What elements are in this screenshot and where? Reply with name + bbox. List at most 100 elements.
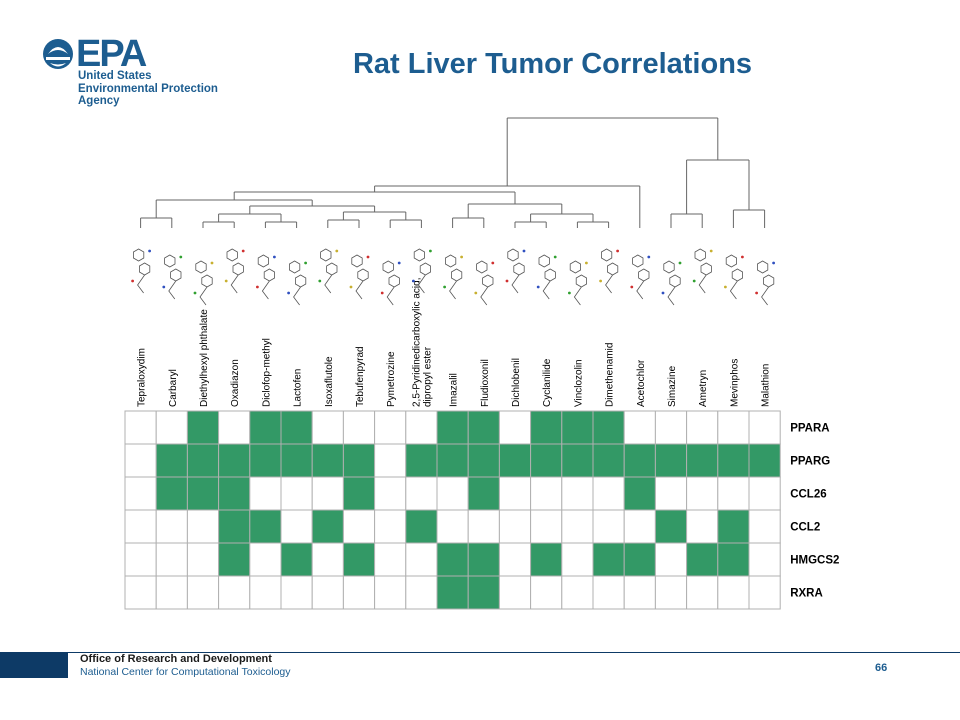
heatmap-cell bbox=[561, 575, 594, 610]
heatmap-cell bbox=[530, 410, 563, 445]
row-label: PPARG bbox=[790, 456, 830, 468]
heatmap-cell bbox=[748, 575, 781, 610]
heatmap-cell bbox=[748, 410, 781, 445]
atom-marker bbox=[412, 279, 415, 283]
atom-marker bbox=[273, 255, 276, 259]
column-label: Imazalil bbox=[449, 373, 460, 407]
atom-marker bbox=[210, 261, 214, 265]
chemical-structure-icon bbox=[476, 260, 494, 306]
atom-marker bbox=[474, 291, 478, 295]
atom-marker bbox=[241, 249, 245, 253]
heatmap-cell bbox=[436, 410, 469, 445]
column-label: Tebufenpyrad bbox=[355, 346, 366, 407]
heatmap-cell bbox=[686, 476, 719, 511]
atom-marker bbox=[536, 285, 540, 289]
footer-divider bbox=[68, 652, 960, 653]
heatmap-cell bbox=[280, 410, 313, 445]
chemical-structure-icon bbox=[569, 260, 587, 306]
heatmap-cell bbox=[374, 575, 407, 610]
heatmap-cell bbox=[186, 476, 220, 511]
heatmap-cell bbox=[530, 476, 563, 511]
atom-marker bbox=[709, 249, 713, 253]
heatmap-cell bbox=[686, 443, 719, 478]
chemical-structure-icon bbox=[538, 254, 556, 300]
chemical-structure-icon bbox=[289, 260, 307, 306]
heatmap-cell bbox=[654, 542, 688, 577]
heatmap-cell bbox=[405, 476, 438, 511]
heatmap-cell bbox=[654, 443, 688, 478]
chemical-structure-icon bbox=[164, 254, 182, 300]
column-label: Dichlobenil bbox=[511, 358, 522, 407]
heatmap-cell bbox=[374, 476, 407, 511]
agency-line: Environmental Protection bbox=[78, 82, 218, 95]
atom-marker bbox=[380, 291, 384, 295]
heatmap-cell bbox=[623, 542, 656, 577]
column-label: Tepraloxydim bbox=[137, 348, 148, 407]
footer-center: National Center for Computational Toxico… bbox=[80, 666, 291, 678]
heatmap-cell bbox=[561, 542, 594, 577]
heatmap-cell bbox=[467, 443, 500, 478]
chemical-structure-icon bbox=[257, 254, 275, 300]
heatmap-cell bbox=[592, 542, 625, 577]
heatmap-cell bbox=[717, 443, 750, 478]
atom-marker bbox=[148, 249, 152, 253]
atom-marker bbox=[741, 255, 744, 259]
footer-accent-bar bbox=[0, 652, 68, 678]
heatmap-cell bbox=[186, 509, 220, 544]
heatmap-cell bbox=[155, 542, 188, 577]
column-label: Diclofop-methyl bbox=[261, 338, 272, 407]
heatmap-cell bbox=[249, 443, 282, 478]
row-label: HMGCS2 bbox=[790, 555, 839, 567]
heatmap-cell bbox=[218, 476, 251, 511]
heatmap-cell bbox=[342, 476, 376, 511]
atom-marker bbox=[568, 291, 571, 295]
heatmap-cell bbox=[124, 575, 157, 610]
heatmap-cell bbox=[561, 509, 594, 544]
heatmap-cell bbox=[218, 410, 251, 445]
heatmap-figure: PPARA PPARG CCL26 CCL2 HMGCS2 RXRA Tepraloxydi… bbox=[124, 117, 839, 610]
atom-marker bbox=[318, 279, 322, 283]
heatmap-cell bbox=[623, 476, 656, 511]
heatmap-cell bbox=[374, 542, 407, 577]
column-label: Acetochlor bbox=[636, 359, 647, 407]
heatmap-cell bbox=[623, 575, 656, 610]
atom-marker bbox=[661, 291, 665, 295]
heatmap-cell bbox=[498, 443, 532, 478]
atom-marker bbox=[193, 291, 197, 295]
epa-agency-name: United States Environmental Protection A… bbox=[78, 70, 248, 108]
heatmap-cell bbox=[748, 443, 781, 478]
heatmap-cell bbox=[467, 476, 500, 511]
heatmap-cell bbox=[186, 542, 220, 577]
atom-marker bbox=[647, 255, 651, 259]
heatmap-cell bbox=[155, 509, 188, 544]
heatmap-cell bbox=[218, 542, 251, 577]
column-label: Pymetrozine bbox=[386, 351, 397, 407]
atom-marker bbox=[179, 255, 183, 259]
heatmap-cell bbox=[155, 410, 188, 445]
heatmap-cell bbox=[249, 542, 282, 577]
heatmap-cell bbox=[530, 443, 563, 478]
heatmap-cell bbox=[498, 476, 532, 511]
heatmap-cell bbox=[686, 509, 719, 544]
heatmap-cell bbox=[249, 410, 282, 445]
footer-office: Office of Research and Development bbox=[80, 653, 272, 665]
column-label: 2,5-Pyridinedicarboxylic acid,dipropyl e… bbox=[411, 277, 433, 407]
atom-marker bbox=[616, 249, 619, 253]
heatmap-cell bbox=[623, 443, 656, 478]
column-label: Mevinphos bbox=[729, 359, 740, 407]
heatmap-cell bbox=[374, 443, 407, 478]
atom-marker bbox=[522, 249, 526, 253]
heatmap-cell bbox=[280, 575, 313, 610]
heatmap-cell bbox=[342, 542, 376, 577]
column-label: Lactofen bbox=[293, 369, 304, 407]
heatmap-cell bbox=[405, 410, 438, 445]
atom-marker bbox=[397, 261, 401, 265]
heatmap-cell bbox=[311, 542, 344, 577]
heatmap-cell bbox=[280, 509, 313, 544]
heatmap-cell bbox=[218, 443, 251, 478]
heatmap-cell bbox=[342, 443, 376, 478]
heatmap-cell bbox=[186, 443, 220, 478]
chemical-structure-icon bbox=[757, 260, 775, 306]
heatmap-cell bbox=[592, 476, 625, 511]
heatmap-cell bbox=[686, 575, 719, 610]
